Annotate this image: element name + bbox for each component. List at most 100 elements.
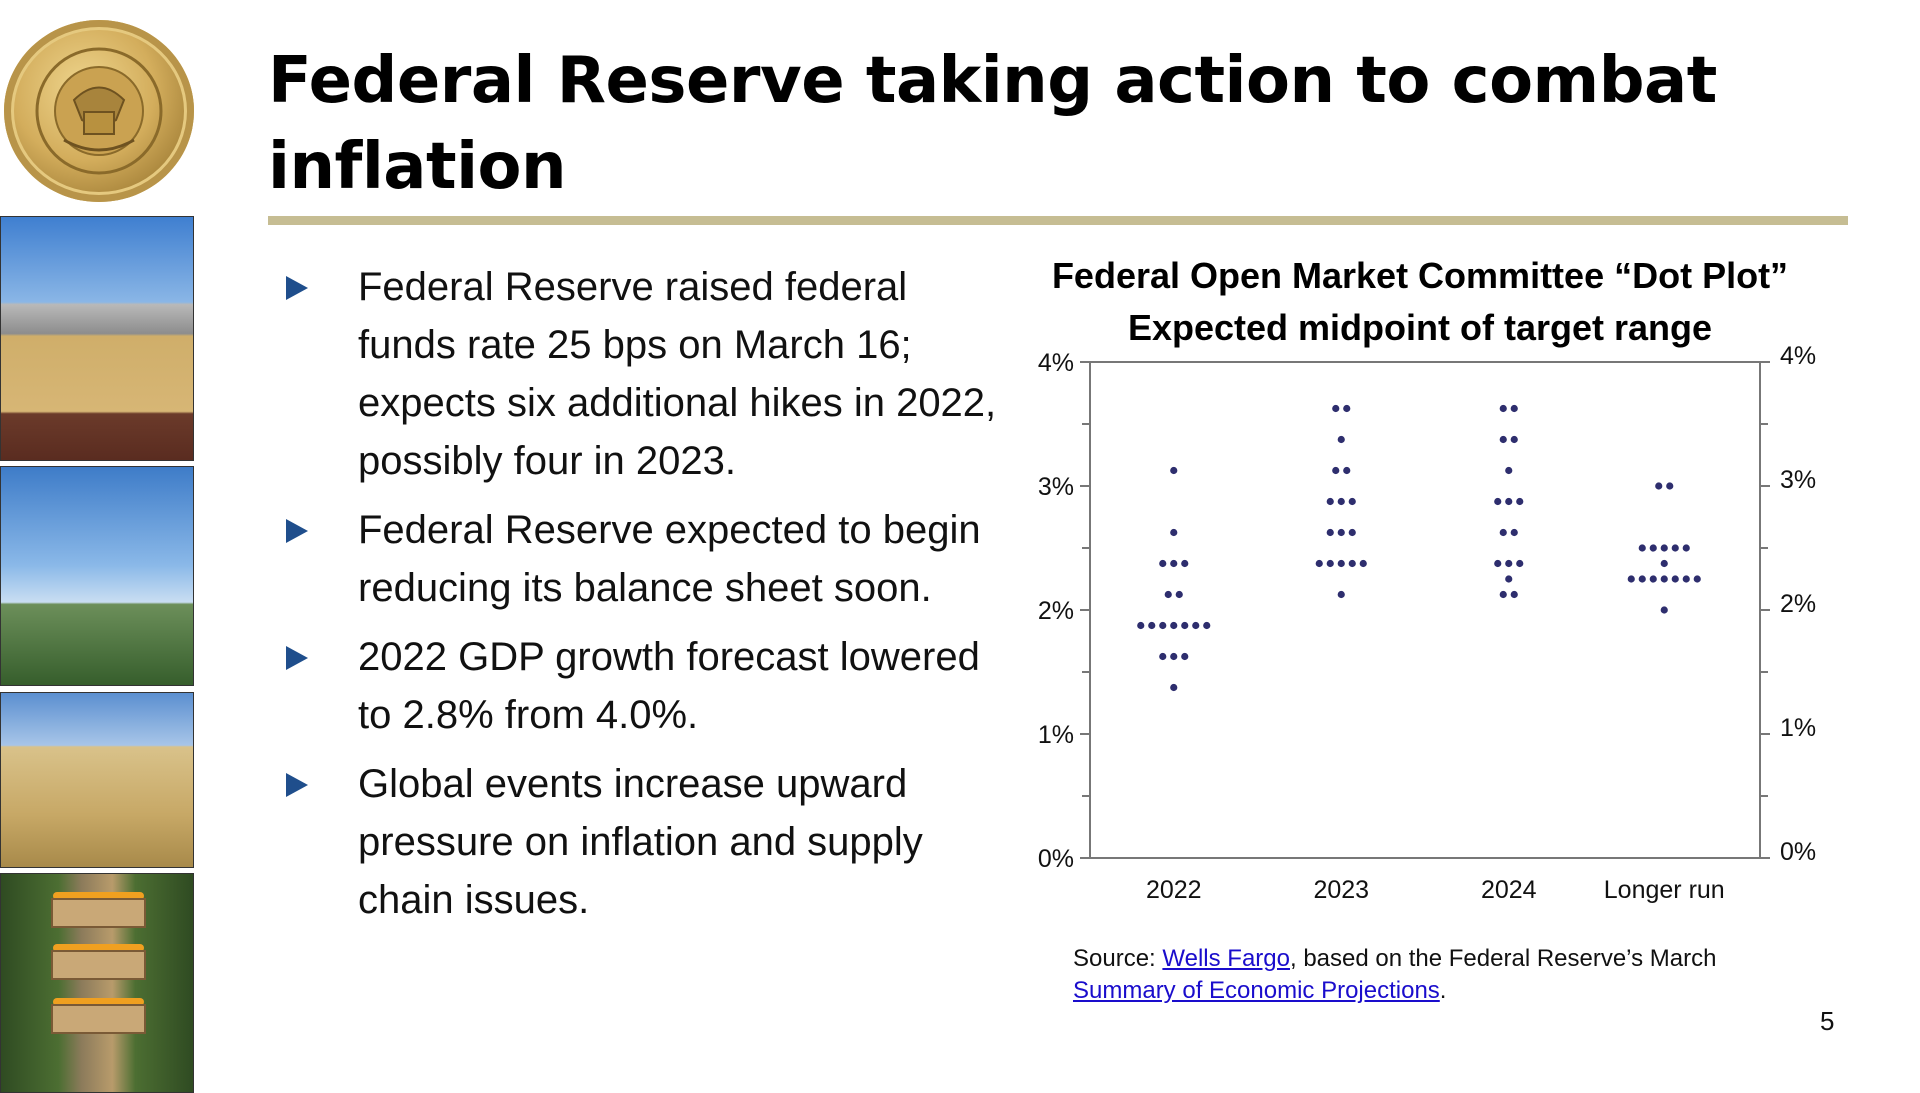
dot-point [1159,652,1167,661]
dot-point [1660,606,1668,614]
dot-point [1516,559,1524,568]
triangle-bullet-icon [286,519,308,543]
dot-point [1516,497,1524,506]
triangle-bullet-icon [286,276,308,300]
dot-point [1170,683,1178,692]
bullet-item: Federal Reserve expected to begin reduci… [282,501,1002,617]
dot-point [1494,497,1502,506]
y-tick-label-left: 2% [1038,597,1074,625]
dot-point [1315,559,1323,568]
dot-point [1181,652,1189,661]
sep-link[interactable]: Summary of Economic Projections [1073,977,1440,1004]
source-suffix: . [1439,977,1447,1004]
y-tick-label-right: 1% [1780,714,1816,742]
dot-point [1181,621,1189,630]
dot-point [1660,559,1668,568]
dot-point [1170,528,1178,537]
y-tick-label-right: 0% [1780,838,1816,866]
y-tick-label-left: 3% [1038,473,1074,501]
dot-point [1627,575,1635,583]
page-number: 5 [1820,1006,1835,1036]
triangle-bullet-icon [286,773,308,797]
dot-point [1159,559,1167,568]
triangle-bullet-icon [286,646,308,670]
dot-point [1337,559,1345,568]
dot-point [1638,544,1646,552]
dot-point [1499,528,1507,537]
chart-title: Federal Open Market Committee “Dot Plot” [1051,255,1789,296]
dot-point [1638,575,1646,583]
dot-point [1337,497,1345,506]
dot-point [1137,621,1145,630]
dot-point [1499,404,1507,413]
dot-point [1348,497,1356,506]
dot-point [1505,559,1513,568]
y-tick-label-left: 1% [1038,721,1074,749]
dot-point [1326,528,1334,537]
agency-seal [4,20,194,202]
bullet-text: Federal Reserve expected to begin reduci… [358,508,981,610]
dot-point [1649,544,1657,552]
bullet-text: Global events increase upward pressure o… [358,762,923,922]
x-tick-label: 2024 [1481,876,1537,904]
dot-point [1170,621,1178,630]
dot-point [1682,575,1690,583]
x-tick-label: Longer run [1604,876,1725,904]
dot-point [1494,559,1502,568]
dot-point [1148,621,1156,630]
dot-point [1671,575,1679,583]
corn-stalk-photo [0,466,194,686]
bullet-item: 2022 GDP growth forecast lowered to 2.8%… [282,628,1002,744]
dot-point [1499,590,1507,599]
dot-point [1682,544,1690,552]
wheat-harvest-photo [0,692,194,868]
dot-point [1499,435,1507,444]
dot-point [1337,590,1345,599]
dot-point [1170,466,1178,475]
dot-point [1343,466,1351,475]
x-tick-label: 2022 [1146,876,1202,904]
x-tick-label: 2023 [1313,876,1369,904]
dot-point [1660,575,1668,583]
grain-elevator-photo [0,216,194,461]
dot-point [1510,435,1518,444]
plot-frame [1089,361,1761,859]
dot-point [1175,590,1183,599]
dot-point [1181,559,1189,568]
dot-point [1343,404,1351,413]
dot-point [1510,590,1518,599]
dot-point [1326,559,1334,568]
seal-graphic [35,47,163,175]
dot-point [1332,466,1340,475]
dot-point [1159,621,1167,630]
dot-point [1203,621,1211,630]
dot-point [1192,621,1200,630]
dot-point [1666,482,1674,490]
dot-point [1671,544,1679,552]
dot-point [1505,497,1513,506]
y-tick-label-right: 4% [1780,342,1816,370]
y-tick-label-left: 4% [1038,349,1074,377]
dot-point [1505,466,1513,475]
wells-fargo-link[interactable]: Wells Fargo [1162,945,1290,972]
dot-point [1164,590,1172,599]
left-image-strip [0,0,196,1093]
dot-point [1337,435,1345,444]
dot-point [1332,404,1340,413]
dot-point [1510,404,1518,413]
chart-title-block: Federal Open Market Committee “Dot Plot”… [1000,250,1840,354]
dot-point [1693,575,1701,583]
bullet-item: Federal Reserve raised federal funds rat… [282,258,1002,490]
y-tick-label-right: 2% [1780,590,1816,618]
slide-title: Federal Reserve taking action to combat … [268,44,1717,204]
bullet-text: Federal Reserve raised federal funds rat… [358,265,997,483]
dot-point [1660,544,1668,552]
dot-point [1655,482,1663,490]
y-tick-label-left: 0% [1038,845,1074,873]
source-middle: , based on the Federal Reserve’s March [1289,945,1717,972]
bullet-text: 2022 GDP growth forecast lowered to 2.8%… [358,635,980,737]
bullet-list: Federal Reserve raised federal funds rat… [282,258,1002,940]
title-divider [268,216,1848,225]
dot-point [1170,559,1178,568]
source-prefix: Source: [1073,945,1163,972]
